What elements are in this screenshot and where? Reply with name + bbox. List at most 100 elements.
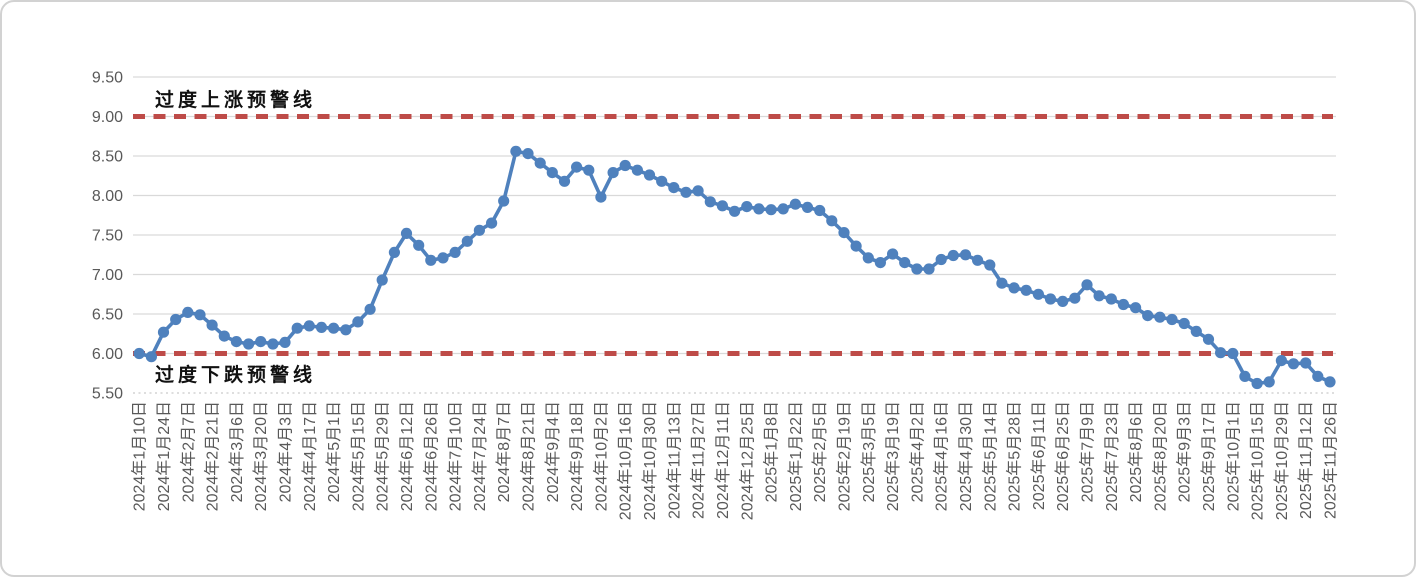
data-point [473, 224, 485, 236]
x-tick-label: 2025年11月26日 [1322, 401, 1340, 519]
data-point [510, 145, 522, 157]
x-tick-label: 2025年4月30日 [957, 401, 975, 511]
data-point [1275, 355, 1287, 367]
data-point [1287, 358, 1300, 370]
x-tick-label: 2025年3月5日 [860, 401, 878, 502]
x-tick-label: 2024年8月7日 [495, 401, 513, 502]
data-point [461, 235, 473, 247]
x-tick-label: 2025年6月11日 [1030, 401, 1048, 510]
data-point [1154, 311, 1166, 323]
y-tick-label: 9.50 [92, 70, 123, 87]
data-point [498, 195, 510, 207]
series-line [137, 149, 1332, 386]
data-point [364, 303, 376, 315]
x-tick-label: 2024年4月3日 [277, 401, 295, 502]
data-point [145, 351, 157, 363]
data-point [1239, 370, 1251, 382]
data-point [328, 322, 340, 334]
x-tick-label: 2024年2月7日 [179, 401, 197, 502]
data-point [449, 246, 461, 258]
data-point [899, 257, 911, 269]
data-point [1044, 293, 1057, 305]
data-point [1178, 317, 1190, 330]
data-point [315, 321, 328, 333]
data-point [1081, 279, 1093, 291]
data-point [692, 185, 704, 197]
data-point [959, 249, 972, 261]
data-point [911, 263, 923, 275]
x-tick-label: 2024年5月29日 [374, 401, 392, 511]
data-point [206, 319, 218, 331]
data-point [1032, 288, 1044, 300]
x-tick-label: 2024年9月18日 [568, 401, 586, 511]
x-tick-label: 2024年8月21日 [520, 401, 538, 511]
data-point [291, 322, 303, 334]
data-point [1202, 333, 1215, 345]
data-point [194, 309, 206, 321]
data-point [935, 253, 947, 266]
data-point [1215, 347, 1227, 359]
data-point [1057, 295, 1069, 307]
x-tick-label: 2025年2月19日 [836, 401, 854, 511]
x-tick-label: 2025年6月25日 [1054, 401, 1072, 511]
data-point [1093, 290, 1105, 302]
data-point [729, 205, 741, 217]
data-point [182, 306, 194, 318]
data-point [1117, 298, 1129, 311]
x-tick-label: 2024年2月21日 [204, 401, 222, 511]
x-tick-label: 2024年10月16日 [617, 401, 635, 520]
x-tick-label: 2025年7月23日 [1103, 401, 1121, 511]
data-point [558, 175, 571, 187]
data-point [716, 200, 729, 212]
data-point [1300, 357, 1312, 369]
x-tick-label: 2025年10月1日 [1224, 401, 1242, 511]
data-point [1105, 293, 1117, 305]
x-tick-label: 2025年4月16日 [933, 401, 951, 511]
x-tick-label: 2024年12月25日 [738, 401, 756, 520]
data-point [1324, 376, 1336, 388]
x-tick-label: 2024年11月13日 [665, 401, 683, 519]
data-point [243, 338, 255, 350]
data-point [923, 263, 935, 275]
x-tick-label: 2025年5月28日 [1006, 401, 1024, 511]
data-point [850, 240, 862, 252]
data-point [1190, 325, 1202, 337]
series-group [133, 145, 1336, 390]
data-point [571, 161, 583, 173]
x-tick-label: 2024年3月20日 [252, 401, 270, 511]
data-point [376, 274, 388, 286]
data-point [413, 239, 425, 251]
data-point [874, 257, 887, 269]
data-point [668, 182, 680, 194]
data-point [1130, 302, 1142, 314]
data-point [801, 201, 814, 213]
data-point [230, 336, 242, 348]
data-point [1312, 370, 1324, 382]
x-tick-label: 2025年7月9日 [1079, 401, 1097, 502]
data-point [947, 249, 959, 262]
y-tick-label: 5.50 [92, 386, 123, 403]
y-tick-label: 9.00 [92, 109, 123, 126]
y-tick-label: 6.50 [92, 307, 123, 324]
data-point [862, 252, 874, 264]
data-point [1263, 376, 1275, 388]
data-point [607, 167, 619, 179]
x-tick-label: 2024年9月4日 [544, 401, 562, 502]
x-tick-label: 2025年11月12日 [1297, 401, 1315, 519]
data-point [400, 227, 413, 239]
x-tick-label: 2025年10月29日 [1273, 401, 1291, 520]
data-point [631, 164, 644, 176]
x-tick-label: 2025年8月6日 [1127, 401, 1145, 502]
data-point [753, 203, 765, 215]
x-tick-label: 2024年1月24日 [155, 401, 173, 511]
data-point [546, 167, 558, 179]
x-tick-label: 2024年5月1日 [325, 401, 343, 502]
x-tick-label: 2025年2月5日 [811, 401, 829, 502]
data-point [218, 330, 230, 342]
x-tick-label: 2025年9月17日 [1200, 401, 1218, 511]
x-tick-label: 2024年10月30日 [641, 401, 659, 520]
x-tick-label: 2024年3月6日 [228, 401, 246, 502]
